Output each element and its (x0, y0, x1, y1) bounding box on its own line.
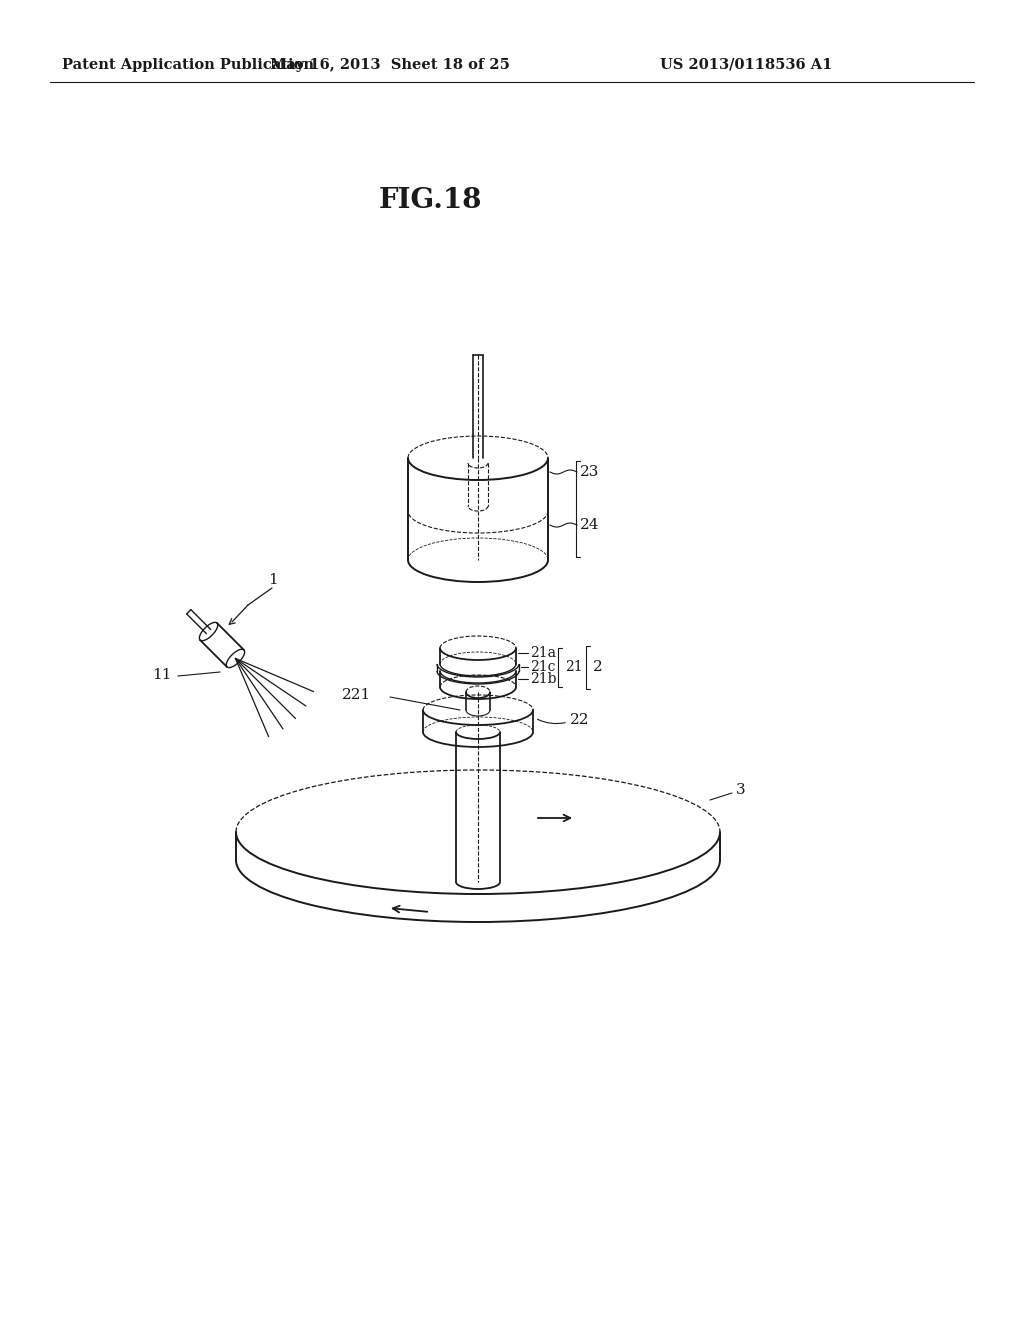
Text: 21b: 21b (530, 672, 556, 686)
Text: 11: 11 (152, 668, 171, 682)
Text: 21a: 21a (530, 645, 556, 660)
Text: 22: 22 (570, 713, 590, 727)
Text: 3: 3 (736, 783, 745, 797)
Text: 24: 24 (580, 517, 599, 532)
Text: Patent Application Publication: Patent Application Publication (62, 58, 314, 73)
Text: 221: 221 (342, 688, 372, 702)
Text: FIG.18: FIG.18 (378, 186, 481, 214)
Text: 23: 23 (580, 465, 599, 479)
Text: 2: 2 (593, 660, 603, 675)
Text: 1: 1 (268, 573, 278, 587)
Text: 21: 21 (565, 660, 583, 675)
Text: May 16, 2013  Sheet 18 of 25: May 16, 2013 Sheet 18 of 25 (270, 58, 510, 73)
Text: US 2013/0118536 A1: US 2013/0118536 A1 (660, 58, 833, 73)
Text: 21c: 21c (530, 660, 555, 675)
